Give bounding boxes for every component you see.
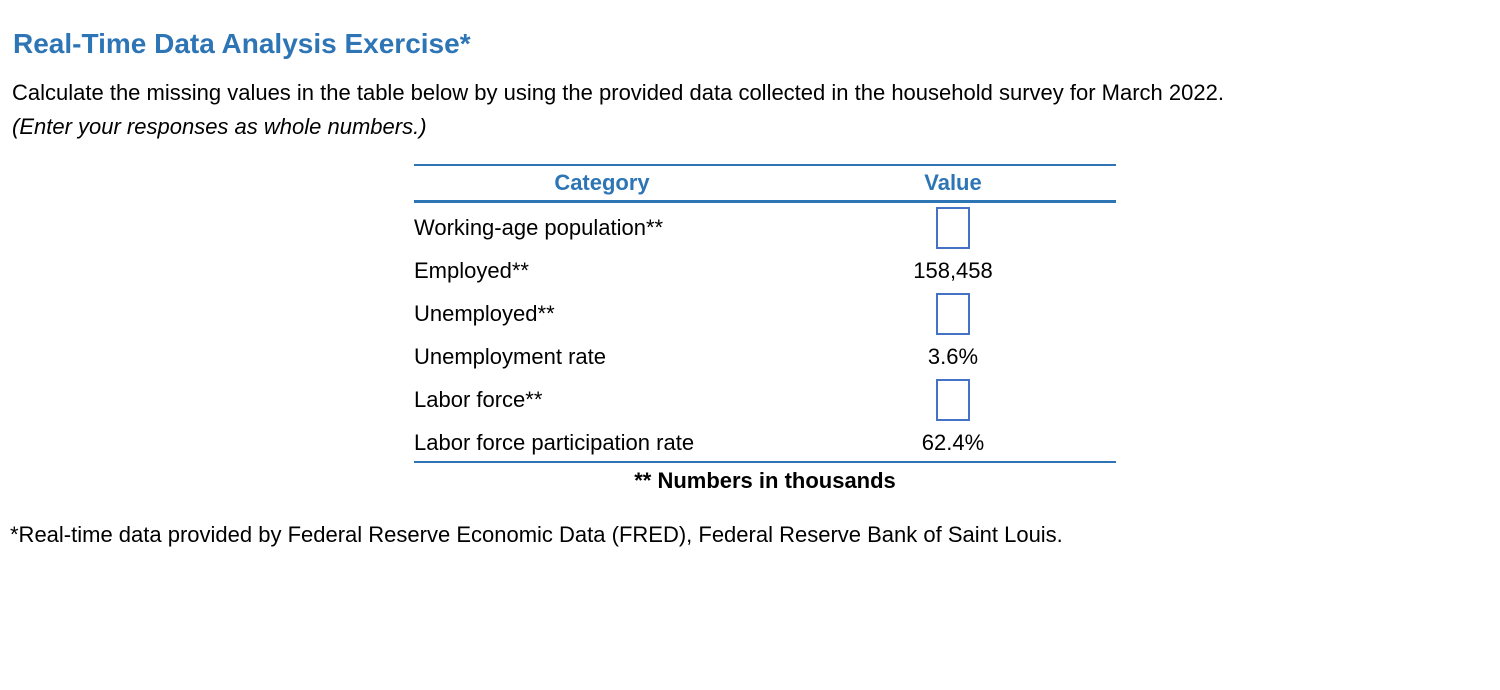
- column-header-value: Value: [924, 170, 982, 195]
- table-header-row: Category Value: [414, 166, 1116, 203]
- category-label: Labor force**: [414, 387, 543, 412]
- table-row: Employed** 158,458: [414, 253, 1116, 289]
- table-row: Labor force participation rate 62.4%: [414, 425, 1116, 461]
- category-label: Working-age population**: [414, 215, 664, 240]
- table-footnote-thousands: ** Numbers in thousands: [634, 468, 896, 493]
- value-cell: [790, 293, 1116, 335]
- table-row: Labor force**: [414, 375, 1116, 425]
- category-label: Labor force participation rate: [414, 430, 695, 455]
- value-input-working-age-population[interactable]: [936, 207, 970, 249]
- table-row: Unemployed**: [414, 289, 1116, 339]
- source-footnote: *Real-time data provided by Federal Rese…: [10, 522, 1063, 547]
- value-cell: [790, 379, 1116, 421]
- exercise-instructions: Calculate the missing values in the tabl…: [12, 76, 1224, 144]
- data-table-wrapper: Category Value Working-age population** …: [414, 164, 1116, 494]
- value-text: 158,458: [913, 258, 993, 283]
- instructions-line-2: (Enter your responses as whole numbers.): [12, 114, 427, 139]
- value-text: 3.6%: [927, 344, 979, 369]
- table-row: Working-age population**: [414, 203, 1116, 253]
- value-cell: [790, 207, 1116, 249]
- value-input-unemployed[interactable]: [936, 293, 970, 335]
- instructions-line-1: Calculate the missing values in the tabl…: [12, 80, 1224, 105]
- table-row: Unemployment rate 3.6%: [414, 339, 1116, 375]
- value-text: 62.4%: [921, 430, 985, 455]
- category-label: Employed**: [414, 258, 529, 283]
- page-title: Real-Time Data Analysis Exercise*: [13, 27, 471, 59]
- category-label: Unemployed**: [414, 301, 555, 326]
- data-table: Category Value Working-age population** …: [414, 164, 1116, 463]
- column-header-category: Category: [554, 170, 650, 195]
- value-input-labor-force[interactable]: [936, 379, 970, 421]
- category-label: Unemployment rate: [414, 344, 606, 369]
